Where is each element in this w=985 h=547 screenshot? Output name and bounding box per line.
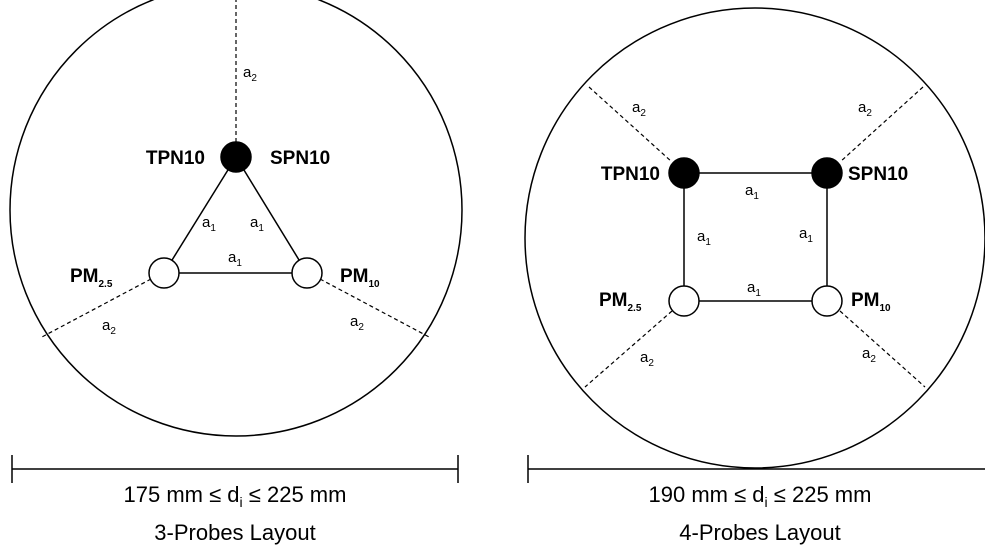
right-a1-label-left: a1: [697, 228, 711, 248]
right-label-tpn10: TPN10: [601, 164, 660, 185]
right-a2-line-upper-left: [588, 86, 673, 163]
left-a2-label-lower-left: a2: [102, 317, 116, 337]
four-probe-layout: TPN10 SPN10 PM2.5 PM10 a2 a2 a1 a1 a1 a1…: [524, 7, 985, 545]
left-probe-tpn10-spn10: [220, 141, 252, 173]
right-a1-label-right: a1: [799, 225, 813, 245]
left-a1-label-left: a1: [202, 214, 216, 234]
left-label-pm25: PM2.5: [70, 266, 113, 290]
three-probe-layout: TPN10 SPN10 PM2.5 PM10 a2 a1 a1 a1 a2 a2…: [9, 0, 463, 545]
right-a1-label-top: a1: [745, 182, 759, 202]
right-duct-circle: [524, 7, 985, 469]
left-probe-pm10: [291, 257, 323, 289]
right-a2-label-lower-right: a2: [862, 345, 876, 365]
right-caption: 4-Probes Layout: [679, 520, 840, 545]
left-label-pm10: PM10: [340, 266, 380, 290]
left-label-spn10: SPN10: [270, 148, 330, 169]
right-a2-line-lower-right: [839, 310, 926, 388]
right-a2-label-upper-left: a2: [632, 99, 646, 119]
right-a2-label-upper-right: a2: [858, 99, 872, 119]
right-label-spn10: SPN10: [848, 164, 908, 185]
left-duct-circle: [9, 0, 463, 437]
right-label-pm25: PM2.5: [599, 290, 642, 314]
left-a1-line-top-to-pm25: [163, 156, 237, 274]
left-a1-label-right: a1: [250, 214, 264, 234]
right-probe-spn10: [811, 157, 843, 189]
left-caption: 3-Probes Layout: [154, 520, 315, 545]
left-a2-label-top: a2: [243, 64, 257, 84]
right-label-pm10: PM10: [851, 290, 891, 314]
right-diameter-text: 190 mm ≤ di ≤ 225 mm: [649, 482, 872, 510]
left-label-tpn10: TPN10: [146, 148, 205, 169]
left-a2-line-lower-left: [39, 278, 152, 339]
right-probe-tpn10: [668, 157, 700, 189]
left-diameter-text: 175 mm ≤ di ≤ 225 mm: [124, 482, 347, 510]
right-a2-line-upper-right: [839, 86, 924, 163]
right-probe-pm10: [811, 285, 843, 317]
left-a2-label-lower-right: a2: [350, 313, 364, 333]
right-probe-pm25: [668, 285, 700, 317]
right-a1-label-bottom: a1: [747, 279, 761, 299]
left-a1-label-bottom: a1: [228, 249, 242, 269]
left-a1-line-top-to-pm10: [235, 156, 308, 274]
right-a2-label-lower-left: a2: [640, 349, 654, 369]
left-probe-pm25: [148, 257, 180, 289]
right-a2-line-lower-left: [584, 310, 673, 388]
